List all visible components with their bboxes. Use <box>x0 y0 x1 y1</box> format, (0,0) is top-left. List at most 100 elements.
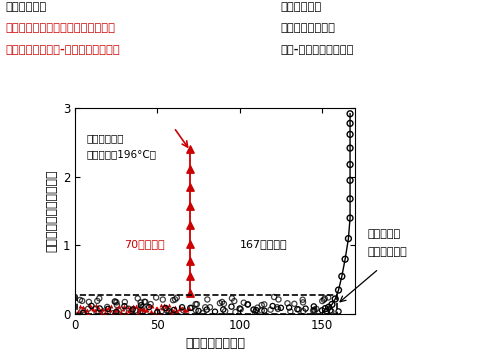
Point <box>346 162 354 168</box>
Point <box>79 310 87 316</box>
Point <box>91 307 99 313</box>
Point <box>203 307 211 313</box>
Point <box>138 304 146 310</box>
Point <box>163 306 171 312</box>
Point <box>137 305 145 310</box>
Point <box>192 301 200 307</box>
Point <box>96 296 104 301</box>
Point <box>294 306 302 312</box>
Point <box>152 305 160 311</box>
Point <box>273 304 281 310</box>
Point <box>322 306 330 312</box>
Point <box>192 307 200 313</box>
Point <box>107 303 115 309</box>
Point <box>79 304 87 310</box>
Point <box>124 306 132 312</box>
Point <box>78 306 86 312</box>
Point <box>193 301 201 307</box>
Point <box>160 303 168 308</box>
Point <box>290 301 298 307</box>
Point <box>76 303 84 309</box>
Point <box>334 287 342 293</box>
Point <box>344 236 352 242</box>
Point <box>346 111 354 117</box>
Point <box>169 297 177 303</box>
Point <box>180 308 188 313</box>
Point <box>346 145 354 151</box>
Point <box>132 303 140 309</box>
Point <box>254 305 262 310</box>
Point <box>230 298 238 304</box>
Point <box>156 302 164 308</box>
Point <box>116 304 124 309</box>
Point <box>260 308 268 314</box>
Point <box>126 308 134 314</box>
Point <box>300 308 308 314</box>
Text: 167アンペア: 167アンペア <box>240 239 288 249</box>
Point <box>78 298 86 304</box>
Point <box>266 307 274 313</box>
Point <box>341 256 349 262</box>
Point <box>258 308 266 313</box>
Point <box>148 304 156 309</box>
Point <box>244 301 252 307</box>
Point <box>346 131 354 137</box>
Point <box>320 297 328 303</box>
Point <box>170 307 178 313</box>
Point <box>96 305 104 311</box>
Point <box>228 295 236 301</box>
Point <box>99 306 107 312</box>
Point <box>250 307 258 313</box>
Point <box>128 303 136 309</box>
Point <box>104 305 112 311</box>
Point <box>84 306 92 312</box>
Point <box>322 309 330 315</box>
Point <box>74 308 82 314</box>
Point <box>186 241 194 247</box>
Point <box>188 305 196 311</box>
Point <box>346 196 354 202</box>
Point <box>310 308 318 314</box>
Point <box>252 307 260 313</box>
Point <box>109 310 117 316</box>
Point <box>114 306 122 312</box>
Point <box>286 309 294 314</box>
Point <box>136 305 144 311</box>
Text: レアアース系: レアアース系 <box>280 2 321 12</box>
Point <box>334 309 342 314</box>
Point <box>98 309 106 314</box>
Point <box>310 307 318 313</box>
Point <box>121 299 129 305</box>
Point <box>258 302 266 308</box>
Point <box>154 305 162 311</box>
Point <box>111 299 119 305</box>
Point <box>277 305 285 311</box>
Point <box>76 297 84 303</box>
Point <box>104 306 112 312</box>
Point <box>178 304 186 310</box>
Point <box>145 304 153 309</box>
Point <box>232 309 239 315</box>
Point <box>101 310 109 316</box>
Point <box>120 303 128 309</box>
Point <box>323 308 331 314</box>
Point <box>138 309 146 315</box>
Point <box>82 307 90 313</box>
Point <box>166 309 174 314</box>
Point <box>120 303 128 309</box>
Point <box>119 306 127 312</box>
Point <box>268 303 276 309</box>
Point <box>158 308 166 314</box>
Bar <box>76 295 337 314</box>
Point <box>186 203 194 209</box>
Point <box>136 309 144 315</box>
Point <box>94 298 102 304</box>
Point <box>220 301 228 307</box>
Point <box>186 184 194 190</box>
Point <box>110 307 118 313</box>
Point <box>81 308 89 314</box>
Point <box>328 301 336 307</box>
Point <box>137 303 145 308</box>
Text: 超電導状態: 超電導状態 <box>368 229 400 239</box>
Point <box>142 307 150 313</box>
